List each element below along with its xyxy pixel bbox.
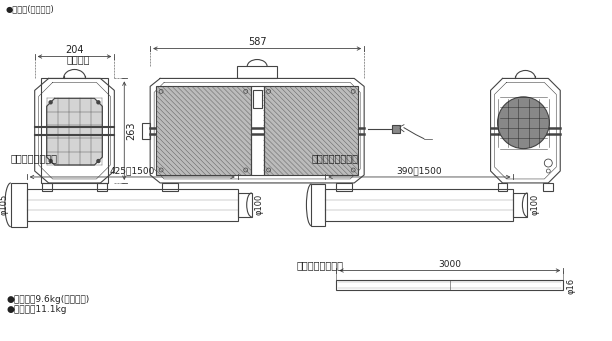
Bar [162,183,178,191]
Bar [156,86,251,175]
Bar [392,125,400,133]
Bar [27,189,237,221]
Text: 263: 263 [126,121,136,140]
Bar [40,78,108,183]
Text: φ16: φ16 [566,277,575,294]
Bar [237,66,277,78]
Bar [253,90,262,108]
Bar [237,193,252,217]
Bar [42,183,51,191]
Bar [11,183,27,227]
Text: 587: 587 [248,36,266,47]
Polygon shape [47,98,102,165]
Text: ●総質量　11.1kg: ●総質量 11.1kg [7,305,67,314]
Bar [312,184,326,226]
Bar [336,183,353,191]
Text: 〈排熱用ダクト〉: 〈排熱用ダクト〉 [312,153,359,163]
Text: ●質　量　9.6kg(本体のみ): ●質 量 9.6kg(本体のみ) [7,295,90,305]
Bar [251,86,264,175]
Text: 390～1500: 390～1500 [397,166,442,175]
Text: 204: 204 [65,45,84,55]
Circle shape [97,160,100,163]
Circle shape [97,101,100,104]
Bar [142,123,150,139]
Circle shape [498,97,550,149]
Text: 〈ドレンホース〉: 〈ドレンホース〉 [296,261,343,270]
Bar [498,183,507,191]
Text: 3000: 3000 [438,260,461,269]
Bar [513,193,528,217]
Circle shape [49,160,52,163]
Text: φ105: φ105 [0,194,9,216]
Text: 425～1500: 425～1500 [110,166,155,175]
Bar [264,86,358,175]
Bar [336,281,563,291]
Text: ●サイズ(単位：㎜): ●サイズ(単位：㎜) [6,5,54,14]
Bar [326,189,513,221]
Text: 〈冷風用ダクト〉: 〈冷風用ダクト〉 [11,153,58,163]
Bar [543,183,553,191]
Text: φ100: φ100 [255,194,264,216]
Text: φ100: φ100 [531,194,539,216]
Circle shape [49,101,52,104]
Bar [97,183,107,191]
Text: 〈本体〉: 〈本体〉 [67,55,90,64]
